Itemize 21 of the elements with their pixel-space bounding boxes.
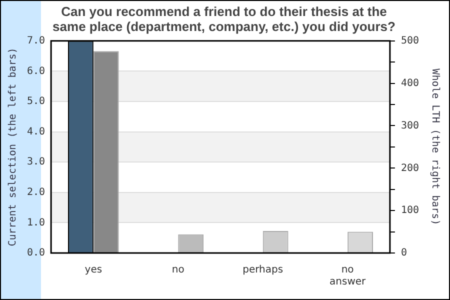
y2-tick-label: 200 [400,162,419,174]
x-tick-label: no answer [330,264,367,288]
y2-tick-label: 500 [400,35,419,46]
y2-tick-label: 400 [400,78,419,89]
y-axis-title: Current selection (the left bars) [8,48,19,246]
y-tick-label: 5.0 [27,96,46,108]
y2-tick-label: 0 [400,248,407,259]
y-tick-label: 2.0 [27,186,46,198]
y-tick-label: 6.0 [27,66,46,77]
chart-title: Can you recommend a friend to do their thesis at the same place (department, company, etc.) you did yours? [52,4,396,34]
y-tick-label: 3.0 [27,156,46,168]
y-tick-label: 7.0 [27,35,46,46]
y2-axis-title: Whole LTH (the right bars) [429,68,440,226]
x-tick-label: no [172,264,184,276]
y2-tick-label: 100 [400,205,419,216]
x-tick-label: perhaps [242,264,284,276]
y-tick-label: 4.0 [27,126,46,138]
y2-tick-label: 300 [400,120,419,132]
y-tick-label: 1.0 [27,217,46,228]
x-tick-label: yes [84,264,102,276]
y-tick-label: 0.0 [27,248,46,259]
